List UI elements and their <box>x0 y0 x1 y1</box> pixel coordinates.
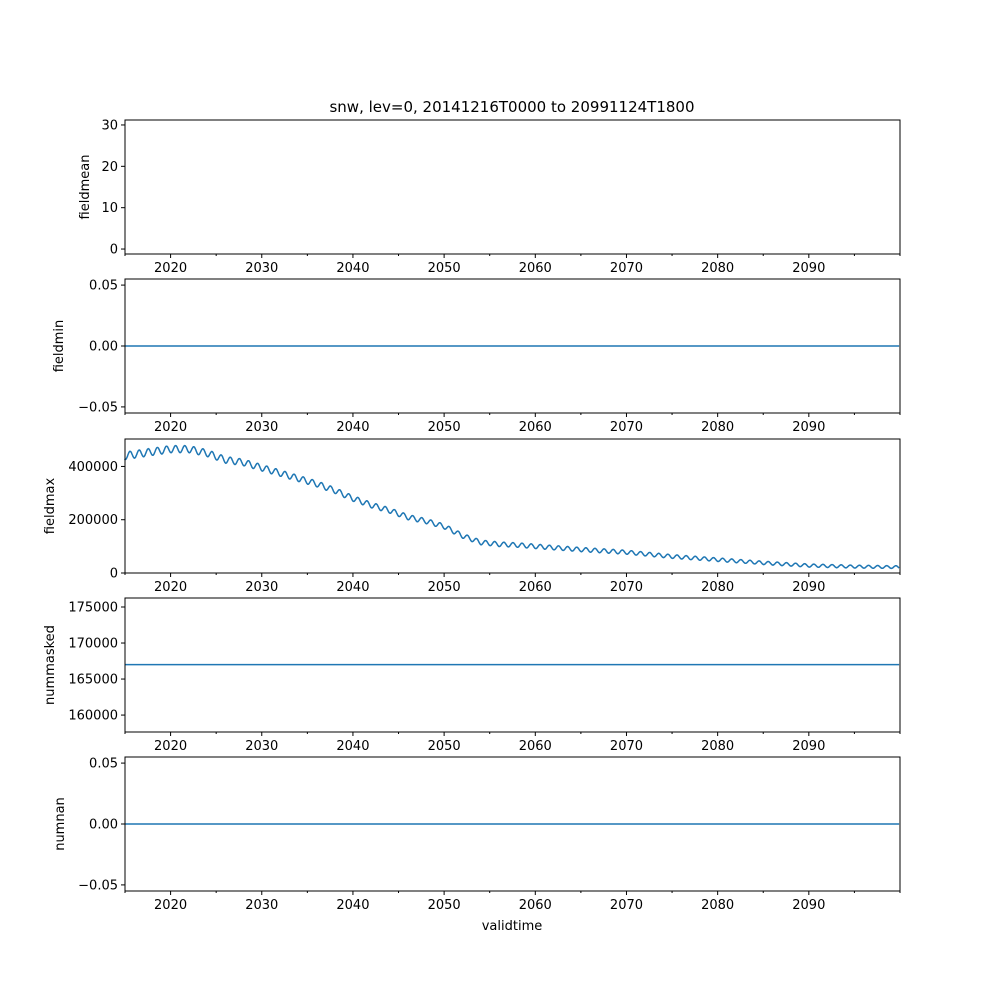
x-tick-label: 2020 <box>154 580 187 595</box>
x-tick-label: 2020 <box>154 261 187 276</box>
x-tick-label: 2060 <box>519 898 552 913</box>
panel-numnan: −0.05 0.00 0.05 2020 2030 2040 2050 2060 2070 208… <box>53 756 901 913</box>
x-tick-label: 2070 <box>610 261 643 276</box>
y-axis-label-nummasked: nummasked <box>43 625 58 705</box>
axes-frame <box>124 597 901 733</box>
x-tick-label: 2020 <box>154 420 187 435</box>
panel-fieldmax: 0 200000 400000 2020 2030 2040 2050 2060 2070 208… <box>43 438 901 595</box>
y-tick-label: 0 <box>110 243 118 258</box>
x-tick-label: 2080 <box>701 739 734 754</box>
x-tick-label: 2050 <box>428 580 461 595</box>
x-tick-label: 2060 <box>519 580 552 595</box>
x-tick-label: 2060 <box>519 420 552 435</box>
x-tick-label: 2030 <box>245 261 278 276</box>
x-tick-label: 2090 <box>792 739 825 754</box>
y-axis-label-numnan: numnan <box>53 797 68 851</box>
x-tick-label: 2080 <box>701 580 734 595</box>
y-tick-label: 200000 <box>68 513 118 528</box>
y-tick-label: 0.00 <box>89 818 118 833</box>
x-tick-label: 2030 <box>245 898 278 913</box>
axes-frame <box>124 119 901 255</box>
y-tick-label: 0.05 <box>89 757 118 772</box>
x-tick-label: 2090 <box>792 580 825 595</box>
y-tick-label: 0.00 <box>89 340 118 355</box>
x-tick-label: 2030 <box>245 420 278 435</box>
x-tick-label: 2070 <box>610 580 643 595</box>
y-tick-label: 170000 <box>68 637 118 652</box>
y-tick-label: 20 <box>101 160 118 175</box>
x-tick-label: 2090 <box>792 898 825 913</box>
y-tick-label: 400000 <box>68 460 118 475</box>
x-tick-label: 2070 <box>610 739 643 754</box>
y-tick-label: 165000 <box>68 673 118 688</box>
y-axis-label-fieldmax: fieldmax <box>43 478 58 535</box>
x-tick-label: 2090 <box>792 261 825 276</box>
x-tick-label: 2040 <box>336 580 369 595</box>
panel-nummasked: 160000 165000 170000 175000 2020 2030 2040 2050… <box>43 597 901 754</box>
y-tick-label: 175000 <box>68 601 118 616</box>
x-tick-label: 2030 <box>245 739 278 754</box>
x-tick-label: 2020 <box>154 898 187 913</box>
y-tick-label: 160000 <box>68 709 118 724</box>
y-axis-label-fieldmin: fieldmin <box>52 320 67 373</box>
x-tick-label: 2040 <box>336 898 369 913</box>
x-tick-label: 2080 <box>701 420 734 435</box>
panel-fieldmin: −0.05 0.00 0.05 2020 2030 2040 2050 2060 2070 208… <box>52 278 901 435</box>
y-tick-label: 10 <box>101 201 118 216</box>
x-tick-label: 2050 <box>428 261 461 276</box>
x-tick-label: 2030 <box>245 580 278 595</box>
y-tick-label: 0.05 <box>89 279 118 294</box>
x-tick-label: 2020 <box>154 739 187 754</box>
x-tick-label: 2080 <box>701 898 734 913</box>
x-tick-label: 2060 <box>519 261 552 276</box>
series-line-fieldmax <box>123 444 900 570</box>
x-axis-label: validtime <box>482 919 543 934</box>
axes-frame <box>124 438 901 574</box>
y-tick-label: −0.05 <box>78 400 118 415</box>
x-tick-label: 2040 <box>336 261 369 276</box>
y-tick-label: −0.05 <box>78 878 118 893</box>
x-tick-label: 2050 <box>428 420 461 435</box>
x-tick-label: 2040 <box>336 739 369 754</box>
x-tick-label: 2090 <box>792 420 825 435</box>
y-tick-label: 30 <box>101 118 118 133</box>
x-tick-label: 2060 <box>519 739 552 754</box>
x-tick-label: 2080 <box>701 261 734 276</box>
x-tick-label: 2050 <box>428 898 461 913</box>
x-tick-label: 2070 <box>610 898 643 913</box>
chart-title: snw, lev=0, 20141216T0000 to 20991124T18… <box>329 98 694 116</box>
y-tick-label: 0 <box>110 567 118 582</box>
x-tick-label: 2050 <box>428 739 461 754</box>
x-tick-label: 2040 <box>336 420 369 435</box>
x-tick-label: 2070 <box>610 420 643 435</box>
y-axis-label-fieldmean: fieldmean <box>78 155 93 220</box>
